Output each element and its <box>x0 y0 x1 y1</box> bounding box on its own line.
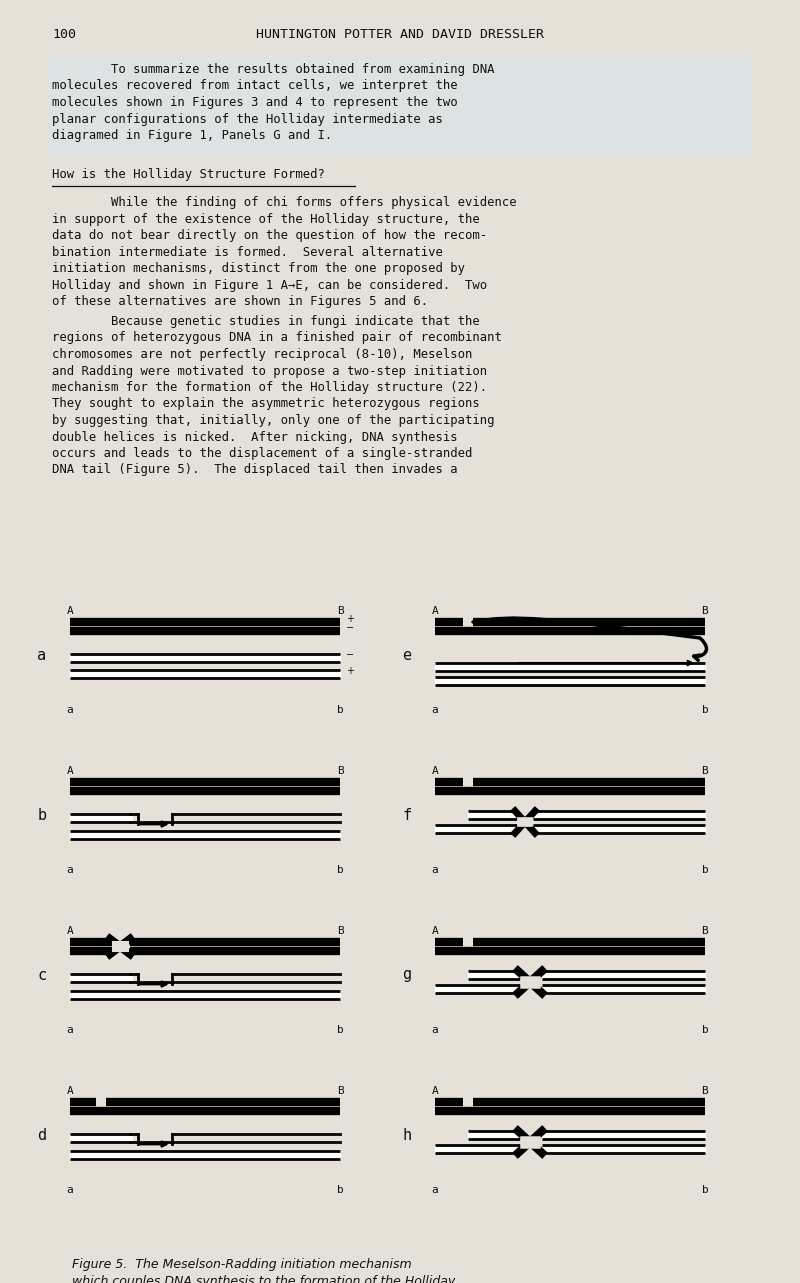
FancyArrowPatch shape <box>473 618 706 661</box>
Text: molecules shown in Figures 3 and 4 to represent the two: molecules shown in Figures 3 and 4 to re… <box>52 96 458 109</box>
Text: planar configurations of the Holliday intermediate as: planar configurations of the Holliday in… <box>52 113 443 126</box>
Text: occurs and leads to the displacement of a single-stranded: occurs and leads to the displacement of … <box>52 446 472 461</box>
Text: a: a <box>66 1025 74 1035</box>
Text: of these alternatives are shown in Figures 5 and 6.: of these alternatives are shown in Figur… <box>52 295 428 308</box>
Text: A: A <box>66 1085 74 1096</box>
Text: b: b <box>38 807 46 822</box>
Text: −: − <box>346 650 354 659</box>
Text: DNA tail (Figure 5).  The displaced tail then invades a: DNA tail (Figure 5). The displaced tail … <box>52 463 458 476</box>
Text: d: d <box>38 1128 46 1142</box>
Bar <box>48 58 752 157</box>
Text: a: a <box>432 1025 438 1035</box>
Text: −: − <box>346 624 354 633</box>
Text: B: B <box>702 1085 708 1096</box>
Text: e: e <box>402 648 411 662</box>
Text: A: A <box>432 926 438 937</box>
Text: b: b <box>337 865 343 875</box>
Text: Figure 5.  The Meselson-Radding initiation mechanism: Figure 5. The Meselson-Radding initiatio… <box>72 1259 412 1271</box>
Text: a: a <box>432 1185 438 1194</box>
Text: chromosomes are not perfectly reciprocal (8-10), Meselson: chromosomes are not perfectly reciprocal… <box>52 348 472 361</box>
Text: B: B <box>337 606 343 616</box>
Text: A: A <box>432 1085 438 1096</box>
Text: a: a <box>38 648 46 662</box>
Text: A: A <box>432 766 438 776</box>
Text: B: B <box>702 766 708 776</box>
Text: f: f <box>402 807 411 822</box>
Text: B: B <box>337 1085 343 1096</box>
Text: mechanism for the formation of the Holliday structure (22).: mechanism for the formation of the Holli… <box>52 381 487 394</box>
Text: B: B <box>337 766 343 776</box>
Text: b: b <box>702 865 708 875</box>
Text: b: b <box>337 1185 343 1194</box>
Text: h: h <box>402 1128 411 1142</box>
Text: b: b <box>702 1025 708 1035</box>
Text: +: + <box>346 666 354 676</box>
Text: a: a <box>66 865 74 875</box>
Text: HUNTINGTON POTTER AND DAVID DRESSLER: HUNTINGTON POTTER AND DAVID DRESSLER <box>256 28 544 41</box>
Text: They sought to explain the asymmetric heterozygous regions: They sought to explain the asymmetric he… <box>52 398 480 411</box>
Text: While the finding of chi forms offers physical evidence: While the finding of chi forms offers ph… <box>52 196 517 209</box>
Text: A: A <box>66 766 74 776</box>
Text: 100: 100 <box>52 28 76 41</box>
Text: b: b <box>337 1025 343 1035</box>
Text: B: B <box>702 606 708 616</box>
Text: diagramed in Figure 1, Panels G and I.: diagramed in Figure 1, Panels G and I. <box>52 130 332 142</box>
Text: a: a <box>66 704 74 715</box>
Text: initiation mechanisms, distinct from the one proposed by: initiation mechanisms, distinct from the… <box>52 262 465 275</box>
Text: +: + <box>346 615 354 624</box>
Text: double helices is nicked.  After nicking, DNA synthesis: double helices is nicked. After nicking,… <box>52 431 458 444</box>
Text: How is the Holliday Structure Formed?: How is the Holliday Structure Formed? <box>52 168 325 181</box>
Text: a: a <box>432 704 438 715</box>
Text: a: a <box>432 865 438 875</box>
Text: Because genetic studies in fungi indicate that the: Because genetic studies in fungi indicat… <box>52 316 480 328</box>
Text: in support of the existence of the Holliday structure, the: in support of the existence of the Holli… <box>52 213 480 226</box>
Text: data do not bear directly on the question of how the recom-: data do not bear directly on the questio… <box>52 228 487 242</box>
Text: a: a <box>66 1185 74 1194</box>
Text: and Radding were motivated to propose a two-step initiation: and Radding were motivated to propose a … <box>52 364 487 377</box>
Text: Holliday and shown in Figure 1 A→E, can be considered.  Two: Holliday and shown in Figure 1 A→E, can … <box>52 278 487 291</box>
Text: c: c <box>38 967 46 983</box>
Text: To summarize the results obtained from examining DNA: To summarize the results obtained from e… <box>52 63 494 76</box>
Text: b: b <box>337 704 343 715</box>
Text: b: b <box>702 1185 708 1194</box>
Text: A: A <box>66 606 74 616</box>
Text: g: g <box>402 967 411 983</box>
Text: molecules recovered from intact cells, we interpret the: molecules recovered from intact cells, w… <box>52 80 458 92</box>
Text: B: B <box>337 926 343 937</box>
Text: A: A <box>66 926 74 937</box>
Text: by suggesting that, initially, only one of the participating: by suggesting that, initially, only one … <box>52 414 494 427</box>
Text: b: b <box>702 704 708 715</box>
Text: B: B <box>702 926 708 937</box>
Text: bination intermediate is formed.  Several alternative: bination intermediate is formed. Several… <box>52 245 443 258</box>
Text: A: A <box>432 606 438 616</box>
Text: which couples DNA synthesis to the formation of the Holliday: which couples DNA synthesis to the forma… <box>72 1275 455 1283</box>
Text: regions of heterozygous DNA in a finished pair of recombinant: regions of heterozygous DNA in a finishe… <box>52 331 502 345</box>
